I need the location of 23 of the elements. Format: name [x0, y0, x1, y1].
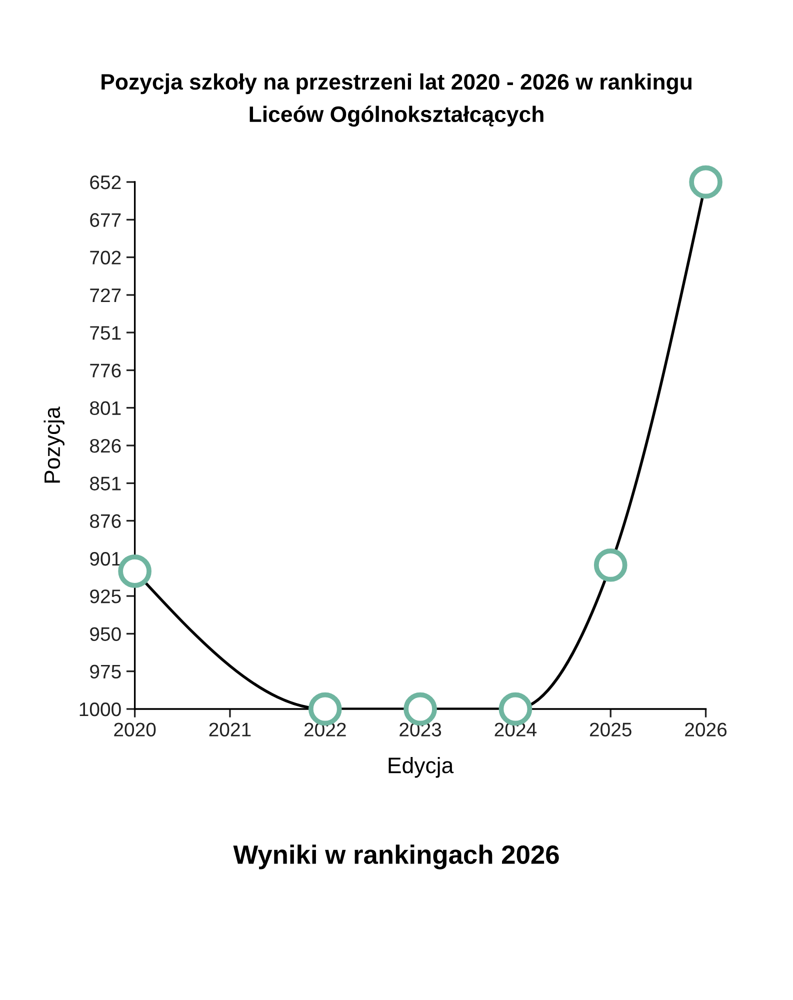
- y-tick-label: 727: [90, 288, 121, 302]
- x-tick-label: 2026: [685, 722, 727, 736]
- text: Wyniki w rankingach 2026: [233, 844, 559, 870]
- y-tick-label: 801: [90, 401, 121, 416]
- y-tick-label: 652: [90, 175, 121, 190]
- y-axis-title: Pozycja: [44, 406, 64, 483]
- y-tick-label: 950: [90, 627, 121, 641]
- y-tick-label: 702: [90, 250, 121, 264]
- y-tick-label: 975: [90, 664, 121, 679]
- y-tick-label: 851: [90, 476, 121, 490]
- x-tick-label: 2021: [209, 722, 251, 736]
- y-tick-label: 925: [90, 589, 121, 604]
- y-tick-label: 901: [90, 552, 121, 566]
- x-tick-label: 2020: [114, 722, 156, 736]
- x-tick-label: 2025: [590, 722, 632, 736]
- chart-title: Pozycja szkoły na przestrzeni lat 2020 - 2026 w rankingu Liceów Ogólnokształcących: [102, 73, 692, 127]
- x-axis-title: Edycja: [388, 756, 454, 778]
- y-tick-label: 826: [90, 438, 121, 453]
- y-tick-label: 776: [90, 364, 121, 378]
- y-tick-label: 751: [90, 326, 121, 340]
- y-tick-label: 1000: [80, 702, 121, 716]
- y-tick-label: 677: [90, 213, 121, 227]
- y-tick-label: 876: [90, 514, 121, 528]
